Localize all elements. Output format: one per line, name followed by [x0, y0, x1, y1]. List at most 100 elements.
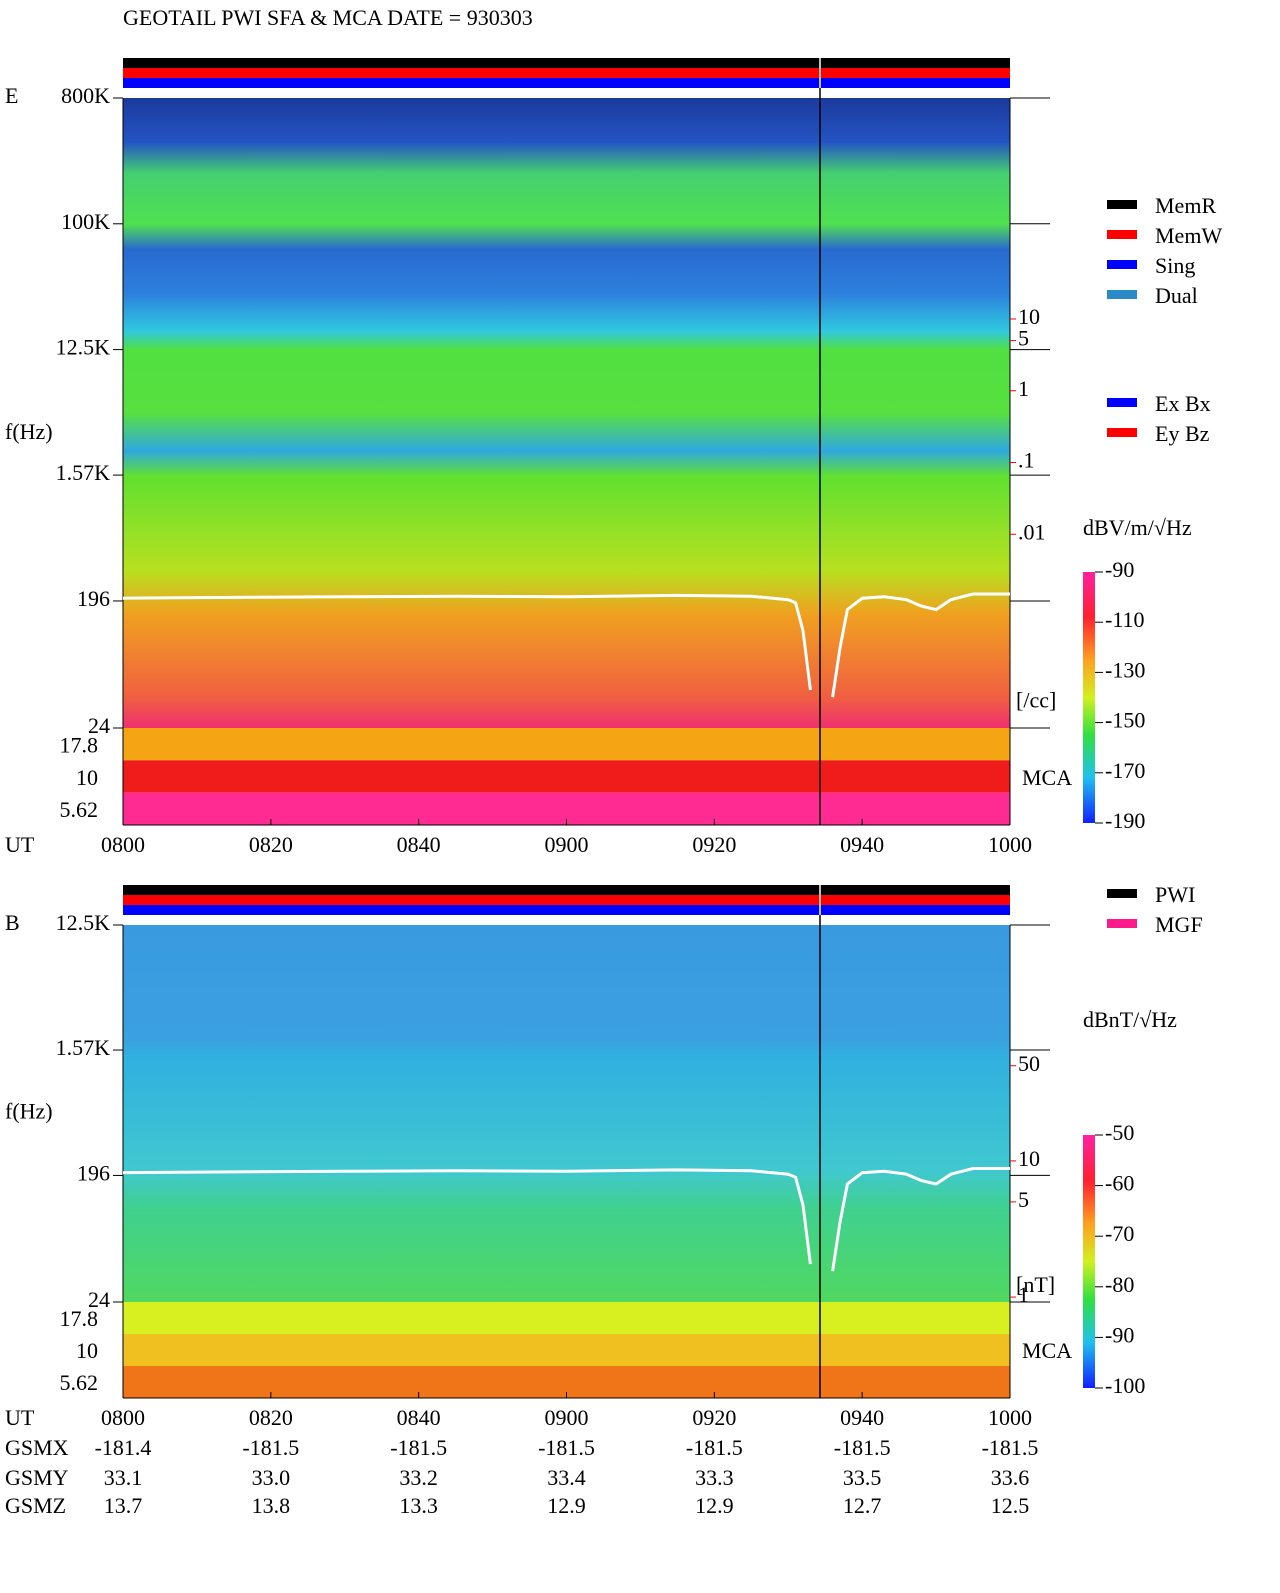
mca-channel-label: 17.8 — [60, 1306, 99, 1331]
y-tick-label: 196 — [77, 586, 110, 611]
footer-value: 12.9 — [547, 1493, 586, 1518]
legend-swatch — [1107, 290, 1137, 299]
footer-value: 33.2 — [399, 1465, 438, 1490]
y2-tick-label: 5 — [1018, 326, 1029, 351]
footer-value: -181.5 — [686, 1435, 743, 1460]
legend-label: Ey Bz — [1155, 421, 1210, 446]
y-tick-label: 24 — [88, 713, 110, 738]
mca-row — [123, 760, 1010, 793]
legend-label: Ex Bx — [1155, 391, 1211, 416]
colorbar-tick-label: -130 — [1105, 657, 1145, 682]
trace-line — [122, 1167, 1010, 1272]
legend-swatch — [1107, 260, 1137, 269]
y-tick-label: 1.57K — [56, 1035, 111, 1060]
status-bar — [123, 905, 1010, 915]
y2-tick-label: .1 — [1018, 448, 1035, 473]
x-tick-label: 0820 — [249, 832, 293, 857]
legend-swatch — [1107, 428, 1137, 437]
colorbar-tick-label: -70 — [1105, 1221, 1134, 1246]
x-tick-label: 0820 — [249, 1405, 293, 1430]
footer-value: 33.1 — [104, 1465, 143, 1490]
y2-tick-label: 10 — [1018, 1146, 1040, 1171]
legend-label: PWI — [1155, 882, 1195, 907]
status-bar — [123, 895, 1010, 905]
footer-row-label: GSMX — [5, 1435, 69, 1460]
colorbar-tick-label: -150 — [1105, 708, 1145, 733]
legend-swatch — [1107, 200, 1137, 209]
colorbar-tick-label: -110 — [1105, 607, 1145, 632]
panel-label: E — [5, 83, 18, 108]
colorbar-tick-label: -60 — [1105, 1171, 1134, 1196]
y-tick-label: 100K — [61, 209, 110, 234]
legend-swatch — [1107, 919, 1137, 928]
x-tick-label: 1000 — [988, 1405, 1032, 1430]
mca-channel-label: 10 — [76, 765, 98, 790]
mca-row — [123, 1302, 1010, 1334]
colorbar-tick-label: -100 — [1105, 1373, 1145, 1398]
footer-value: 33.0 — [252, 1465, 291, 1490]
trace-line — [122, 592, 1010, 698]
mca-row — [123, 1334, 1010, 1366]
footer-value: 12.7 — [843, 1493, 882, 1518]
x-tick-label: 0920 — [692, 832, 736, 857]
legend-label: MGF — [1155, 912, 1203, 937]
y-axis-label: f(Hz) — [5, 1099, 53, 1124]
y2-axis-label: [nT] — [1016, 1272, 1055, 1297]
mca-label: MCA — [1022, 1338, 1072, 1363]
x-tick-label: 1000 — [988, 832, 1032, 857]
y-tick-label: 196 — [77, 1160, 110, 1185]
colorbar-tick-label: -80 — [1105, 1272, 1134, 1297]
colorbar-tick-label: -170 — [1105, 758, 1145, 783]
y-tick-label: 12.5K — [56, 910, 111, 935]
footer-value: 33.3 — [695, 1465, 734, 1490]
x-tick-label: 0900 — [545, 1405, 589, 1430]
mca-channel-label: 5.62 — [60, 797, 99, 822]
mca-label: MCA — [1022, 765, 1072, 790]
x-tick-label: 0800 — [101, 1405, 145, 1430]
y2-tick-label: 5 — [1018, 1187, 1029, 1212]
footer-value: 13.8 — [252, 1493, 291, 1518]
y2-axis-label: [/cc] — [1016, 687, 1056, 712]
x-tick-label: 0840 — [397, 832, 441, 857]
legend-label: MemR — [1155, 193, 1216, 218]
footer-value: 33.4 — [547, 1465, 586, 1490]
colorbar-tick-label: -90 — [1105, 557, 1134, 582]
y-tick-label: 1.57K — [56, 460, 111, 485]
y-axis-label: f(Hz) — [5, 419, 53, 444]
x-axis-label: UT — [5, 832, 35, 857]
y2-tick-label: 50 — [1018, 1051, 1040, 1076]
footer-value: 33.5 — [843, 1465, 882, 1490]
x-tick-label: 0940 — [840, 1405, 884, 1430]
footer-value: 13.3 — [399, 1493, 438, 1518]
mca-row — [123, 728, 1010, 761]
status-bar — [123, 58, 1010, 68]
panel-label: B — [5, 910, 20, 935]
y2-tick-label: 10 — [1018, 304, 1040, 329]
chart-title: GEOTAIL PWI SFA & MCA DATE = 930303 — [123, 5, 533, 30]
mca-channel-label: 17.8 — [60, 732, 99, 757]
footer-row-label: GSMY — [5, 1465, 69, 1490]
spectrogram — [123, 925, 1010, 1302]
legend-label: MemW — [1155, 223, 1222, 248]
legend-swatch — [1107, 398, 1137, 407]
mca-channel-label: 10 — [76, 1338, 98, 1363]
footer-value: -181.5 — [390, 1435, 447, 1460]
colorbar-label: dBnT/√Hz — [1083, 1007, 1177, 1032]
status-bar — [123, 885, 1010, 895]
legend-label: Dual — [1155, 283, 1198, 308]
footer-value: -181.4 — [95, 1435, 152, 1460]
x-tick-label: 0800 — [101, 832, 145, 857]
footer-value: -181.5 — [538, 1435, 595, 1460]
colorbar-label: dBV/m/√Hz — [1083, 515, 1192, 540]
y-tick-label: 12.5K — [56, 335, 111, 360]
status-bar — [123, 78, 1010, 88]
footer-value: -181.5 — [982, 1435, 1039, 1460]
x-tick-label: 0920 — [692, 1405, 736, 1430]
footer-value: 33.6 — [991, 1465, 1030, 1490]
legend-swatch — [1107, 889, 1137, 898]
x-tick-label: 0840 — [397, 1405, 441, 1430]
colorbar-tick-label: -50 — [1105, 1120, 1134, 1145]
footer-value: 13.7 — [104, 1493, 143, 1518]
footer-value: -181.5 — [834, 1435, 891, 1460]
